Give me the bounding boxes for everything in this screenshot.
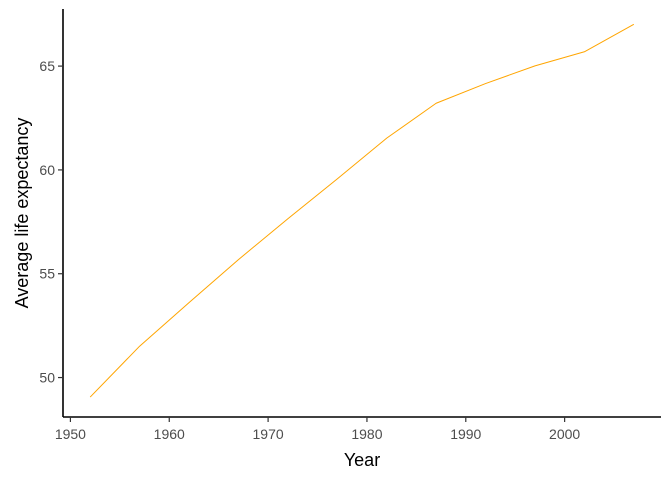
axes-layer	[62, 9, 661, 418]
x-tick-label: 2000	[549, 426, 580, 442]
x-tick-label: 1950	[55, 426, 86, 442]
x-tick-label: 1980	[351, 426, 382, 442]
y-tick-label: 50	[39, 370, 55, 386]
x-tick-label: 1960	[154, 426, 185, 442]
x-tick-label: 1990	[450, 426, 481, 442]
y-tick-label: 65	[39, 58, 55, 74]
x-axis-ticks: 1950 1960 1970 1980 1990 2000	[55, 417, 580, 442]
y-tick-label: 60	[39, 162, 55, 178]
y-axis-title: Average life expectancy	[12, 118, 32, 309]
series-line-0	[89, 23, 635, 398]
x-tick-label: 1970	[253, 426, 284, 442]
data-layer	[89, 23, 635, 398]
y-tick-label: 55	[39, 266, 55, 282]
x-axis-title: Year	[344, 450, 380, 470]
y-axis-ticks: 50 55 60 65	[39, 58, 63, 386]
